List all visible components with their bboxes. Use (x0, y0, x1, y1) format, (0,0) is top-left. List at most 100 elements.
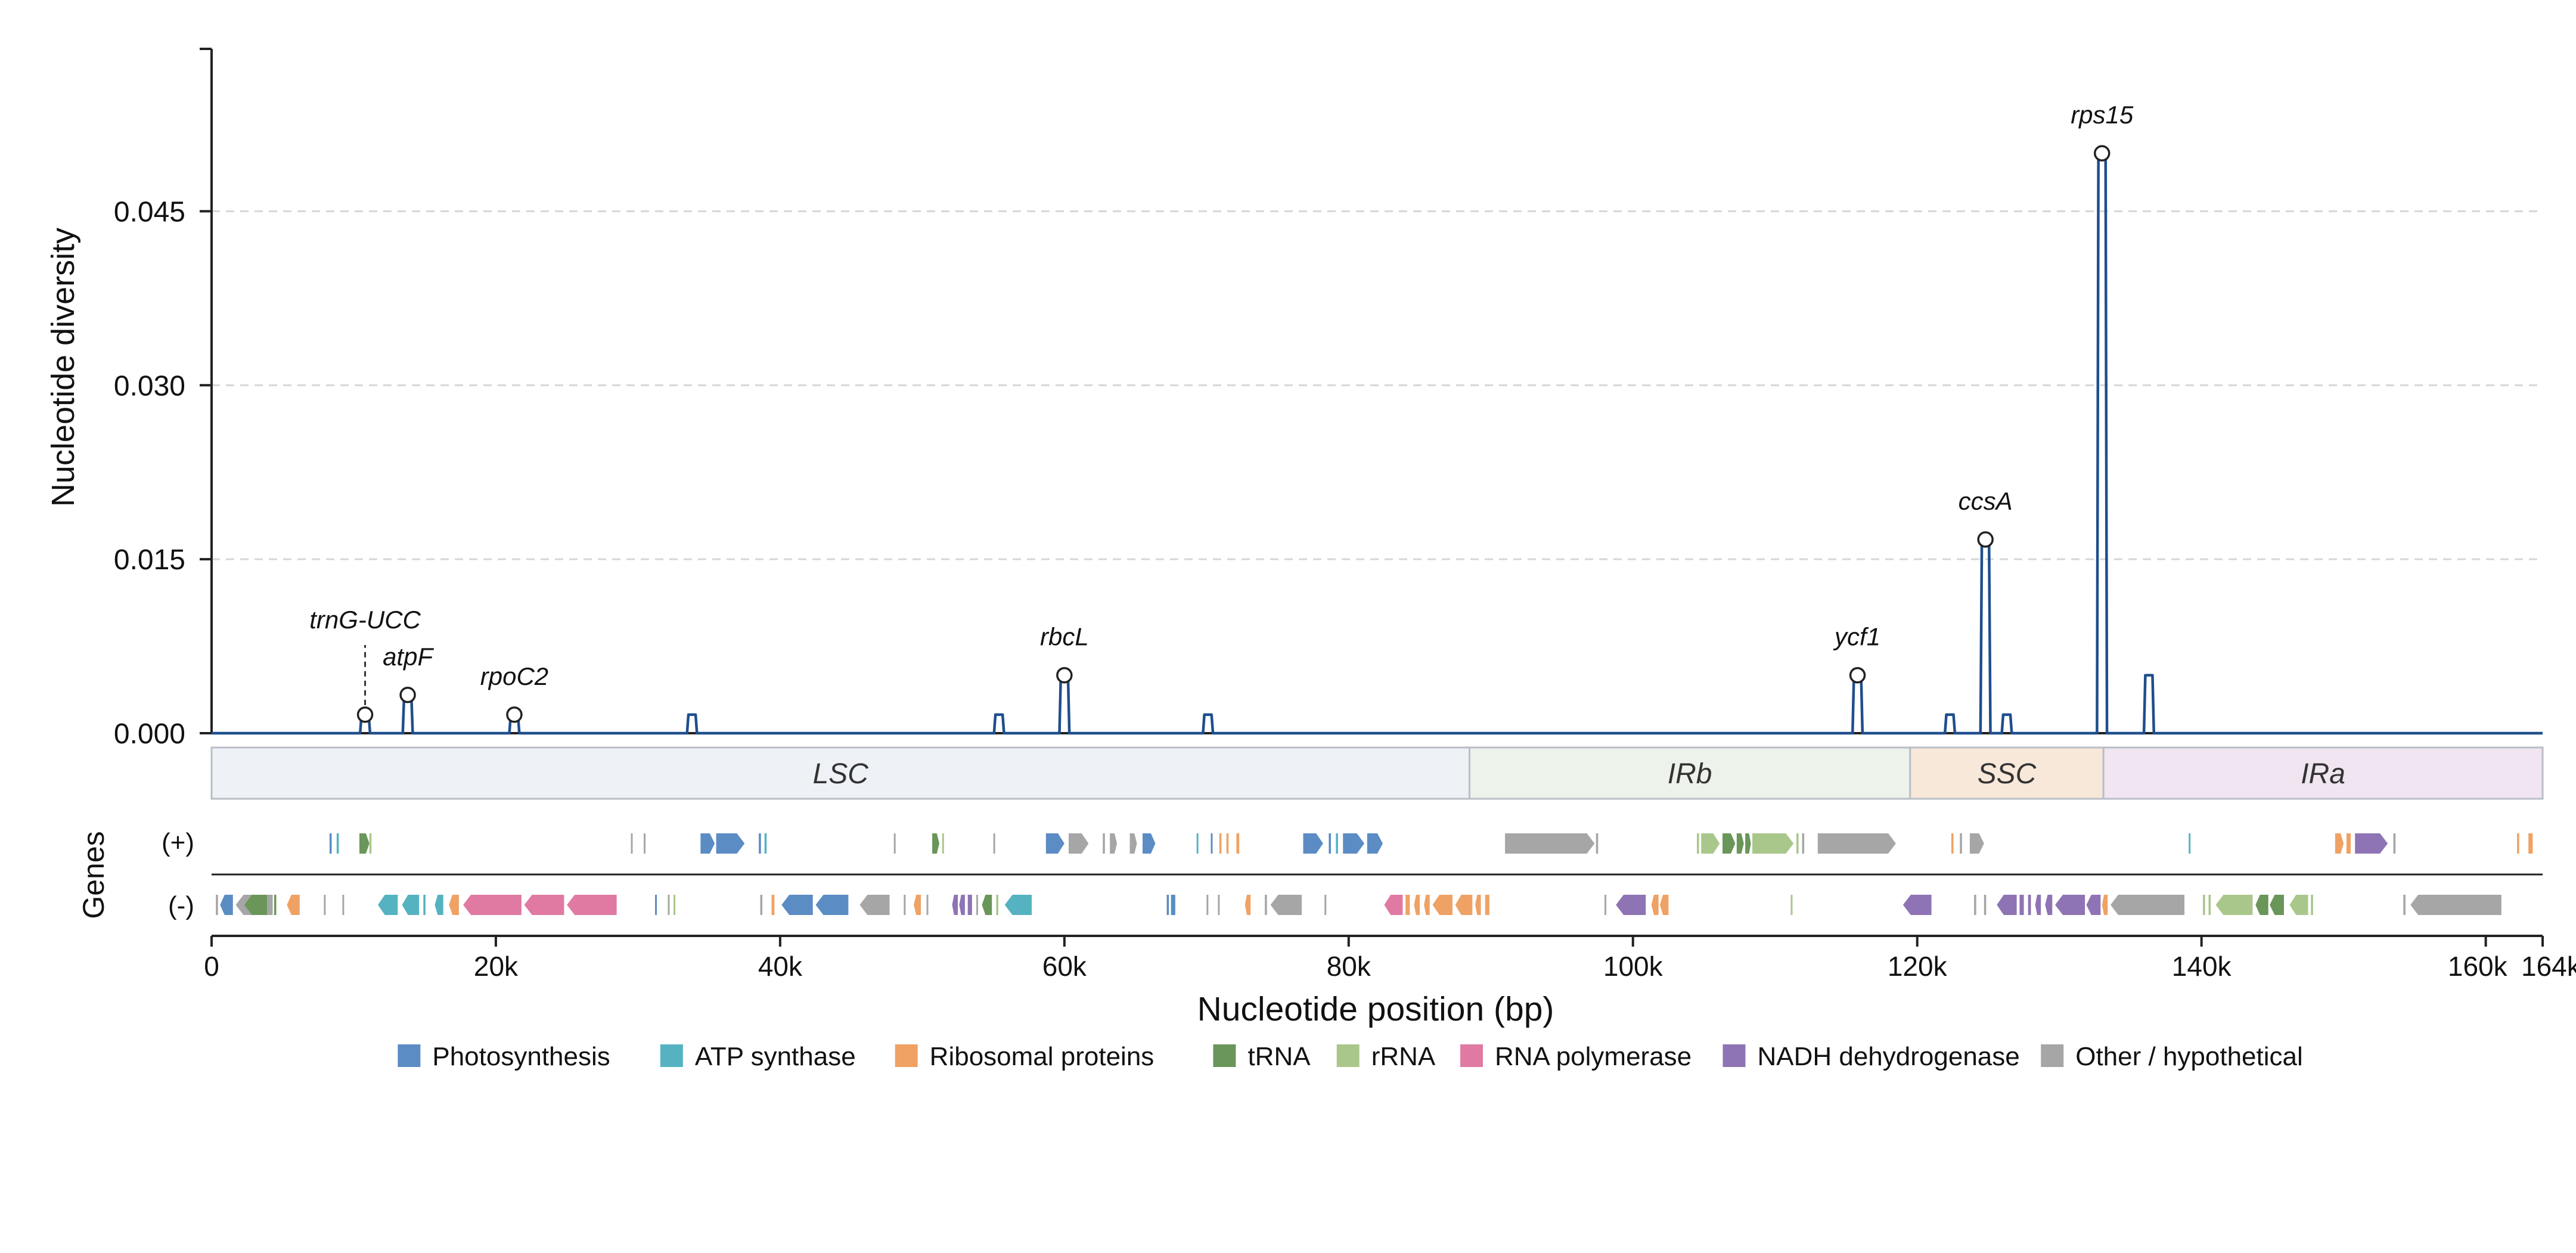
region-label: IRa (2301, 758, 2345, 790)
gene-block (1745, 833, 1751, 854)
gene-block (1432, 895, 1453, 915)
legend-label: Photosynthesis (432, 1042, 610, 1071)
gene-block (716, 833, 745, 854)
gene-block (2346, 833, 2351, 854)
gene-block (781, 895, 813, 915)
x-axis-label: Nucleotide position (bp) (1197, 990, 1554, 1028)
x-tick-label: 80k (1327, 951, 1371, 982)
gene-block (1069, 833, 1089, 854)
gene-block (1206, 895, 1209, 915)
gene-block (287, 895, 300, 915)
gene-block (1984, 895, 1987, 915)
gene-block (244, 895, 268, 915)
gene-block (700, 833, 715, 854)
gene-tracks (212, 833, 2543, 937)
gene-block (2311, 895, 2313, 915)
gene-block (859, 895, 890, 915)
gene-block (1226, 833, 1229, 854)
region-irb (1469, 746, 1911, 800)
genes-track-label: Genes (77, 831, 110, 919)
gene-block (1244, 895, 1251, 915)
gene-block (1722, 833, 1736, 854)
y-tick-label: 0.000 (114, 718, 185, 750)
region-bar: LSC IRb SSC IRa (210, 746, 2544, 800)
gene-block (2208, 895, 2211, 915)
x-tick-label: 20k (474, 951, 519, 982)
gene-block (1196, 833, 1199, 854)
gene-block (1660, 895, 1669, 915)
gene-block (1171, 895, 1175, 915)
legend-label: tRNA (1247, 1042, 1311, 1071)
gene-block (2055, 895, 2085, 915)
gene-block (2403, 895, 2406, 915)
gene-block (2203, 895, 2205, 915)
gene-block (1405, 895, 1410, 915)
gene-block (976, 895, 978, 915)
gene-block (1475, 895, 1481, 915)
strand-minus-label: (-) (168, 891, 194, 920)
x-tick-label: 40k (758, 951, 803, 982)
gene-block (402, 895, 420, 915)
gene-block (1455, 895, 1473, 915)
gene-block (993, 833, 995, 854)
gene-block (1697, 833, 1699, 854)
legend-entry: NADH dehydrogenase (1722, 1042, 2020, 1071)
gene-block (2111, 895, 2185, 915)
region-label: IRb (1668, 758, 1712, 790)
gene-block (423, 895, 426, 915)
gene-block (1143, 833, 1156, 854)
gene-block (914, 895, 921, 915)
peak-marker (356, 706, 374, 723)
gene-block (274, 895, 277, 915)
x-tick-label: 100k (1603, 951, 1663, 982)
gene-block (1997, 895, 2017, 915)
gene-block (2028, 895, 2031, 915)
peak-marker (2093, 145, 2111, 162)
y-tick-label: 0.045 (114, 196, 185, 228)
gene-block (2215, 895, 2253, 915)
region-label: SSC (1978, 758, 2037, 790)
legend-swatch (1213, 1044, 1236, 1067)
gene-block (952, 895, 958, 915)
gene-block (2255, 895, 2268, 915)
gene-block (815, 895, 849, 915)
gene-block (1166, 895, 1169, 915)
peak-gene-label: rpoC2 (480, 662, 548, 690)
gene-block (967, 895, 972, 915)
region-label: LSC (813, 758, 869, 790)
gene-block (759, 833, 761, 854)
legend-label: Ribosomal proteins (930, 1042, 1154, 1071)
legend-label: rRNA (1371, 1042, 1436, 1071)
strand-plus-label: (+) (162, 828, 194, 857)
gene-block (216, 895, 218, 915)
gene-block (567, 895, 617, 915)
gene-block (1951, 833, 1954, 854)
gene-block (378, 895, 398, 915)
x-tick-label: 0 (204, 951, 219, 982)
legend-entry: Photosynthesis (398, 1042, 610, 1071)
peak-gene-label: rps15 (2071, 101, 2134, 129)
y-tick-label: 0.015 (114, 544, 185, 576)
gene-block (342, 895, 344, 915)
legend-swatch (398, 1044, 421, 1067)
peak-gene-label: atpF (383, 643, 434, 671)
legend-swatch (1336, 1044, 1360, 1067)
legend-swatch (660, 1044, 683, 1067)
gene-block (1752, 833, 1794, 854)
gene-block (2517, 833, 2519, 854)
gene-block (942, 833, 944, 854)
legend-label: RNA polymerase (1495, 1042, 1692, 1071)
gene-block (1218, 895, 1220, 915)
gene-block (463, 895, 522, 915)
gene-block (1960, 833, 1962, 854)
legend-entry: Ribosomal proteins (895, 1042, 1154, 1071)
region-lsc (210, 746, 1471, 800)
legend-swatch (1722, 1044, 1746, 1067)
gene-block (764, 833, 767, 854)
legend-swatch (895, 1044, 918, 1067)
gene-block (674, 895, 676, 915)
x-tick-label: 140k (2172, 951, 2232, 982)
gene-block (1211, 833, 1213, 854)
gene-block (1969, 833, 1984, 854)
